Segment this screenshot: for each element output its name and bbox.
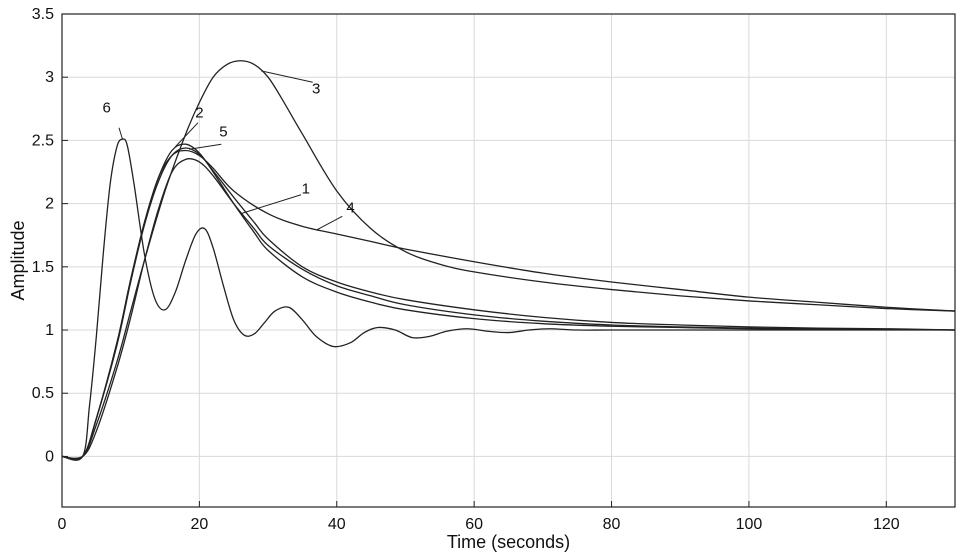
curve-label-leaders: [118, 70, 343, 231]
curve-label-leader-1: [240, 194, 302, 215]
x-tick-label: 20: [190, 516, 208, 533]
curve-label-1: 1: [302, 181, 310, 198]
x-tick-label: 80: [603, 516, 621, 533]
y-tick-label: 0.5: [32, 385, 54, 402]
series-line-3: [61, 60, 956, 460]
curve-label-5: 5: [219, 124, 227, 141]
curve-label-2: 2: [195, 105, 203, 122]
y-tick-label: 3.5: [32, 6, 54, 23]
curve-label-leader-3: [261, 70, 313, 83]
y-axis-label: Amplitude: [8, 220, 28, 300]
y-tick-label: 1: [45, 322, 54, 339]
series-lines: [61, 60, 956, 461]
y-axis-ticks: 0 0.5 1 1.5 2 2.5 3 3.5: [32, 6, 68, 465]
x-tick-label: 120: [873, 516, 900, 533]
x-tick-label: 100: [736, 516, 763, 533]
curve-label-3: 3: [312, 81, 320, 98]
curve-label-leader-2: [174, 122, 199, 148]
series-line-6: [61, 138, 955, 461]
series-line-5: [61, 147, 956, 460]
y-tick-label: 3: [45, 69, 54, 86]
x-tick-label: 60: [465, 516, 483, 533]
plot-frame: [61, 13, 956, 508]
y-tick-label: 0: [45, 448, 54, 465]
y-tick-label: 2.5: [32, 132, 54, 149]
x-axis-label: Time (seconds): [447, 532, 570, 552]
y-tick-label: 2: [45, 196, 54, 213]
curve-label-leader-4: [315, 215, 343, 231]
series-line-2: [61, 143, 956, 460]
x-tick-label: 0: [58, 516, 67, 533]
x-tick-label: 40: [328, 516, 346, 533]
grid: [61, 13, 955, 507]
y-tick-label: 1.5: [32, 259, 54, 276]
curve-label-leader-5: [189, 143, 222, 150]
curve-label-leader-6: [118, 127, 123, 140]
x-axis-ticks: 0 20 40 60 80 100 120: [58, 501, 900, 533]
curve-label-4: 4: [346, 199, 354, 216]
curve-labels: 1 2 3 4 5 6: [102, 81, 354, 217]
curve-label-6: 6: [102, 100, 110, 117]
